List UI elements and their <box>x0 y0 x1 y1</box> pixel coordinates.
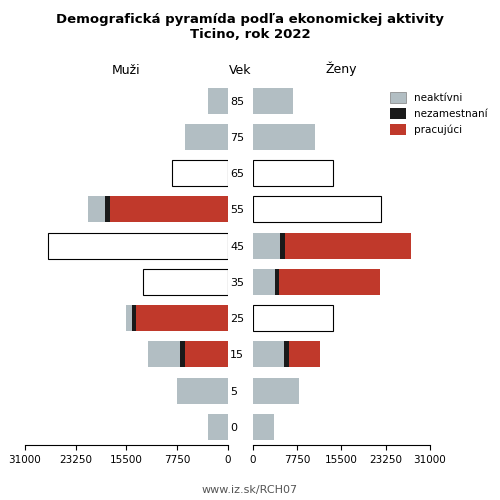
Bar <box>252 305 332 331</box>
Bar <box>208 88 228 114</box>
Bar <box>252 124 316 150</box>
Text: www.iz.sk/RCH07: www.iz.sk/RCH07 <box>202 484 298 494</box>
Bar <box>280 232 285 258</box>
Text: Ženy: Ženy <box>326 62 357 76</box>
Bar <box>104 196 110 222</box>
Bar <box>252 160 332 186</box>
Text: Vek: Vek <box>229 64 252 76</box>
Legend: neaktívni, nezamestnaní, pracujúci: neaktívni, nezamestnaní, pracujúci <box>386 88 492 139</box>
Bar <box>285 232 411 258</box>
Bar <box>252 232 280 258</box>
Bar <box>48 232 228 258</box>
Bar <box>288 342 320 367</box>
Bar <box>252 414 274 440</box>
Bar <box>280 269 380 295</box>
Bar <box>185 124 228 150</box>
Bar <box>136 305 228 331</box>
Bar <box>252 196 382 222</box>
Bar <box>276 269 280 295</box>
Bar <box>252 88 292 114</box>
Bar <box>132 305 136 331</box>
Bar <box>88 196 104 222</box>
Bar <box>185 342 228 367</box>
Bar <box>252 269 276 295</box>
Bar <box>148 342 180 367</box>
Text: Muži: Muži <box>112 64 140 76</box>
Bar <box>142 269 228 295</box>
Bar <box>126 305 132 331</box>
Bar <box>180 342 185 367</box>
Text: Ticino, rok 2022: Ticino, rok 2022 <box>190 28 310 40</box>
Bar <box>172 160 228 186</box>
Bar <box>284 342 288 367</box>
Bar <box>252 378 300 404</box>
Text: Demografická pyramída podľa ekonomickej aktivity: Demografická pyramída podľa ekonomickej … <box>56 12 444 26</box>
Bar <box>176 378 228 404</box>
Bar <box>110 196 228 222</box>
Bar <box>208 414 228 440</box>
Bar <box>252 342 284 367</box>
